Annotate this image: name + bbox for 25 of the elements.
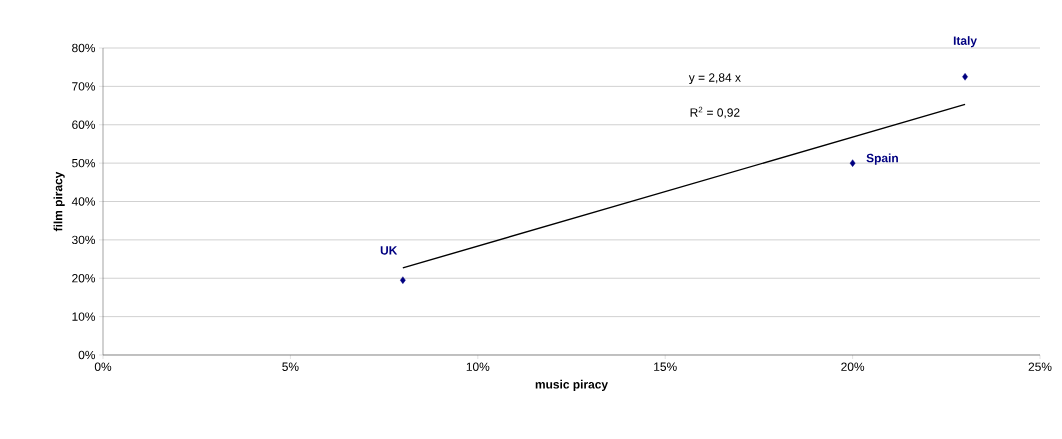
annotation: y = 2,84 x xyxy=(688,73,741,85)
x-axis-title: music piracy xyxy=(535,379,608,391)
y-tick-label: 70% xyxy=(72,82,96,91)
y-tick-label: 0% xyxy=(78,350,96,360)
annotation: Italy xyxy=(953,36,977,48)
y-tick-label: 30% xyxy=(72,235,96,245)
x-tick-label: 20% xyxy=(841,362,865,371)
y-tick-label: 20% xyxy=(72,274,96,283)
x-tick-label: 10% xyxy=(466,362,490,371)
annotation: R$^{2}$ = 0,92 xyxy=(690,106,740,119)
annotation: UK xyxy=(380,246,398,255)
y-tick-label: 10% xyxy=(72,312,96,321)
y-tick-label: 40% xyxy=(71,197,96,206)
y-axis-title: film piracy xyxy=(53,171,65,232)
point xyxy=(962,73,968,81)
x-tick-label: 0% xyxy=(94,362,112,371)
point xyxy=(849,159,856,167)
x-tick-label: 15% xyxy=(654,362,677,371)
y-tick-label: 50% xyxy=(72,158,96,168)
x-tick-label: 5% xyxy=(282,362,299,371)
y-tick-label: 60% xyxy=(72,120,96,129)
point xyxy=(400,276,406,284)
x-tick-label: 25% xyxy=(1028,362,1052,371)
y-tick-label: 80% xyxy=(72,43,96,53)
annotation: Spain xyxy=(866,153,898,165)
